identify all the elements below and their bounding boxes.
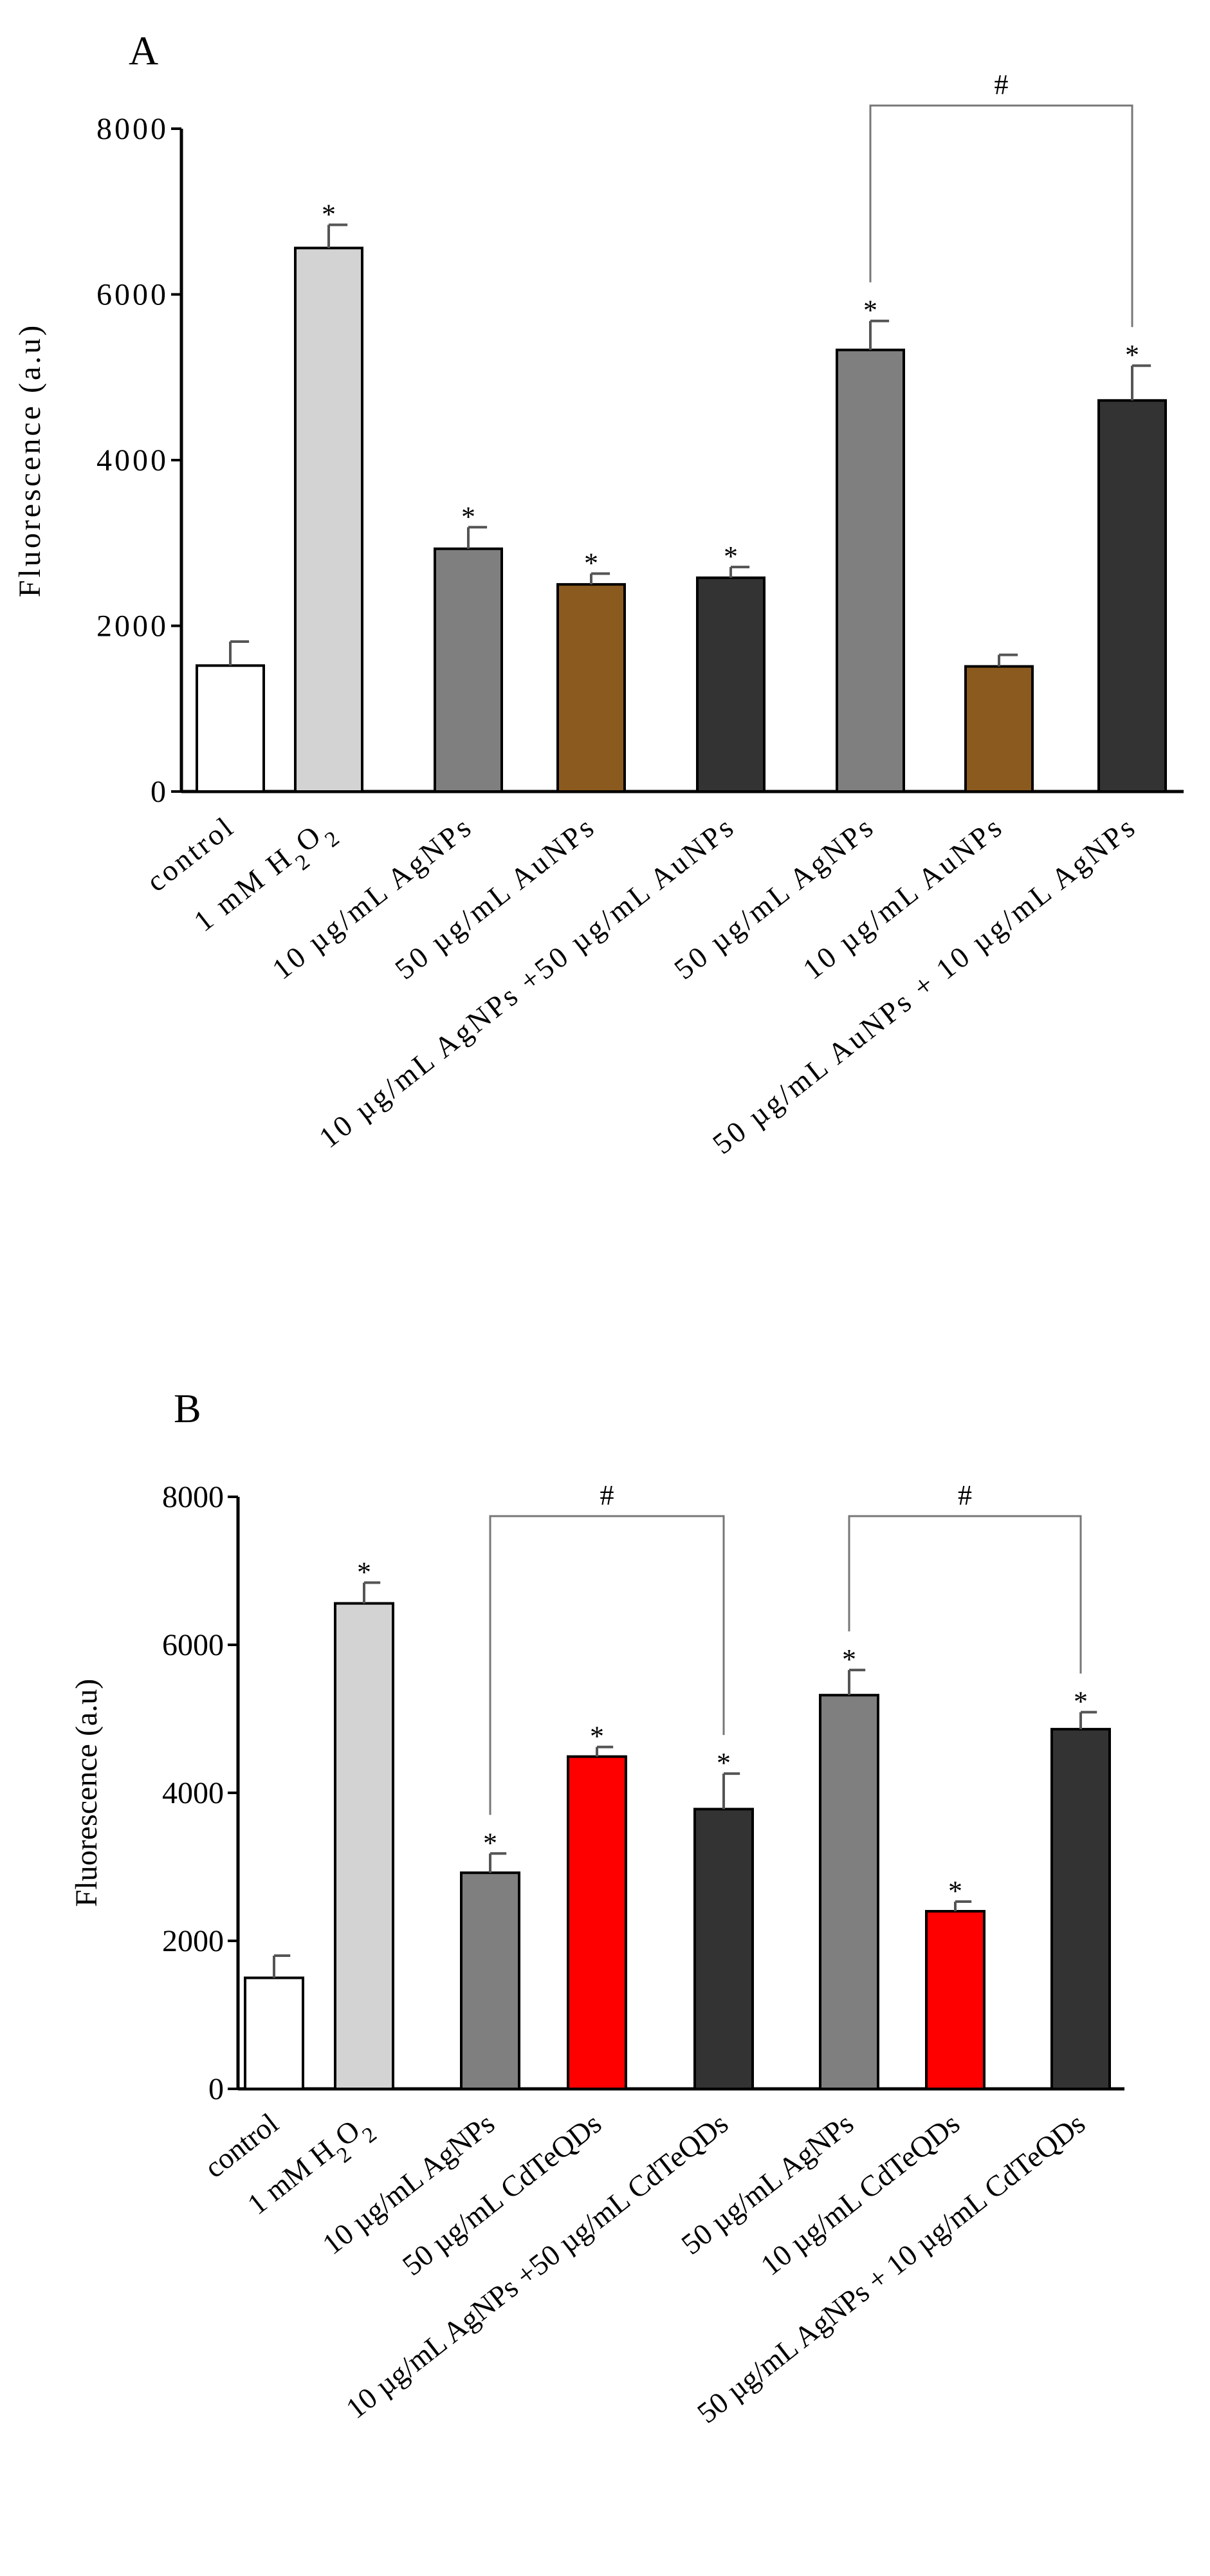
- y-tick-label: 8000: [162, 1480, 224, 1514]
- bar-4: [567, 1755, 627, 2090]
- y-axis-title: Fluorescence (a.u): [13, 323, 47, 598]
- significance-star: *: [322, 198, 336, 230]
- significance-star: *: [842, 1644, 856, 1675]
- bracket-label: #: [995, 69, 1009, 100]
- panel-letter: B: [174, 1385, 201, 1431]
- y-axis-title: Fluorescence (a.u): [69, 1679, 104, 1907]
- significance-bracket: [489, 1515, 725, 1815]
- panel-letter: A: [129, 28, 158, 73]
- bar-5: [696, 576, 765, 793]
- bar-3: [460, 1871, 520, 2090]
- significance-star: *: [863, 295, 877, 326]
- significance-bracket: [869, 104, 1133, 328]
- significance-star: *: [717, 1747, 731, 1779]
- y-tick-label: 4000: [162, 1776, 224, 1810]
- y-tick-label: 2000: [162, 1924, 224, 1958]
- y-tick-label: 4000: [96, 443, 169, 477]
- bar-8: [1097, 399, 1167, 793]
- significance-star: *: [590, 1721, 604, 1752]
- bracket-label: #: [600, 1479, 614, 1511]
- y-tick-label: 0: [208, 2072, 224, 2106]
- significance-star: *: [1074, 1686, 1088, 1718]
- bar-4: [556, 583, 626, 793]
- y-tick-label: 0: [151, 775, 169, 809]
- significance-star: *: [357, 1556, 371, 1588]
- significance-star: *: [1125, 339, 1139, 371]
- significance-star: *: [948, 1875, 962, 1907]
- significance-star: *: [483, 1827, 497, 1858]
- y-tick-label: 6000: [162, 1628, 224, 1662]
- bar-2: [294, 246, 363, 793]
- significance-bracket: [848, 1515, 1082, 1674]
- y-tick-label: 8000: [96, 112, 169, 146]
- bar-7: [964, 665, 1034, 793]
- bar-7: [925, 1910, 985, 2090]
- bar-6: [819, 1694, 879, 2090]
- y-tick-label: 6000: [96, 278, 169, 312]
- bar-5: [693, 1808, 754, 2091]
- bar-1: [196, 664, 265, 793]
- bar-2: [334, 1602, 394, 2091]
- bar-6: [836, 348, 905, 793]
- bar-1: [244, 1976, 304, 2090]
- category-label: 10 µg/mL CdTeQDs: [755, 2107, 966, 2282]
- y-tick-label: 2000: [96, 609, 169, 644]
- bar-3: [434, 547, 503, 793]
- significance-star: *: [584, 547, 598, 579]
- significance-star: *: [461, 501, 475, 532]
- significance-star: *: [724, 541, 738, 572]
- bar-8: [1050, 1728, 1111, 2091]
- bracket-label: #: [958, 1479, 972, 1511]
